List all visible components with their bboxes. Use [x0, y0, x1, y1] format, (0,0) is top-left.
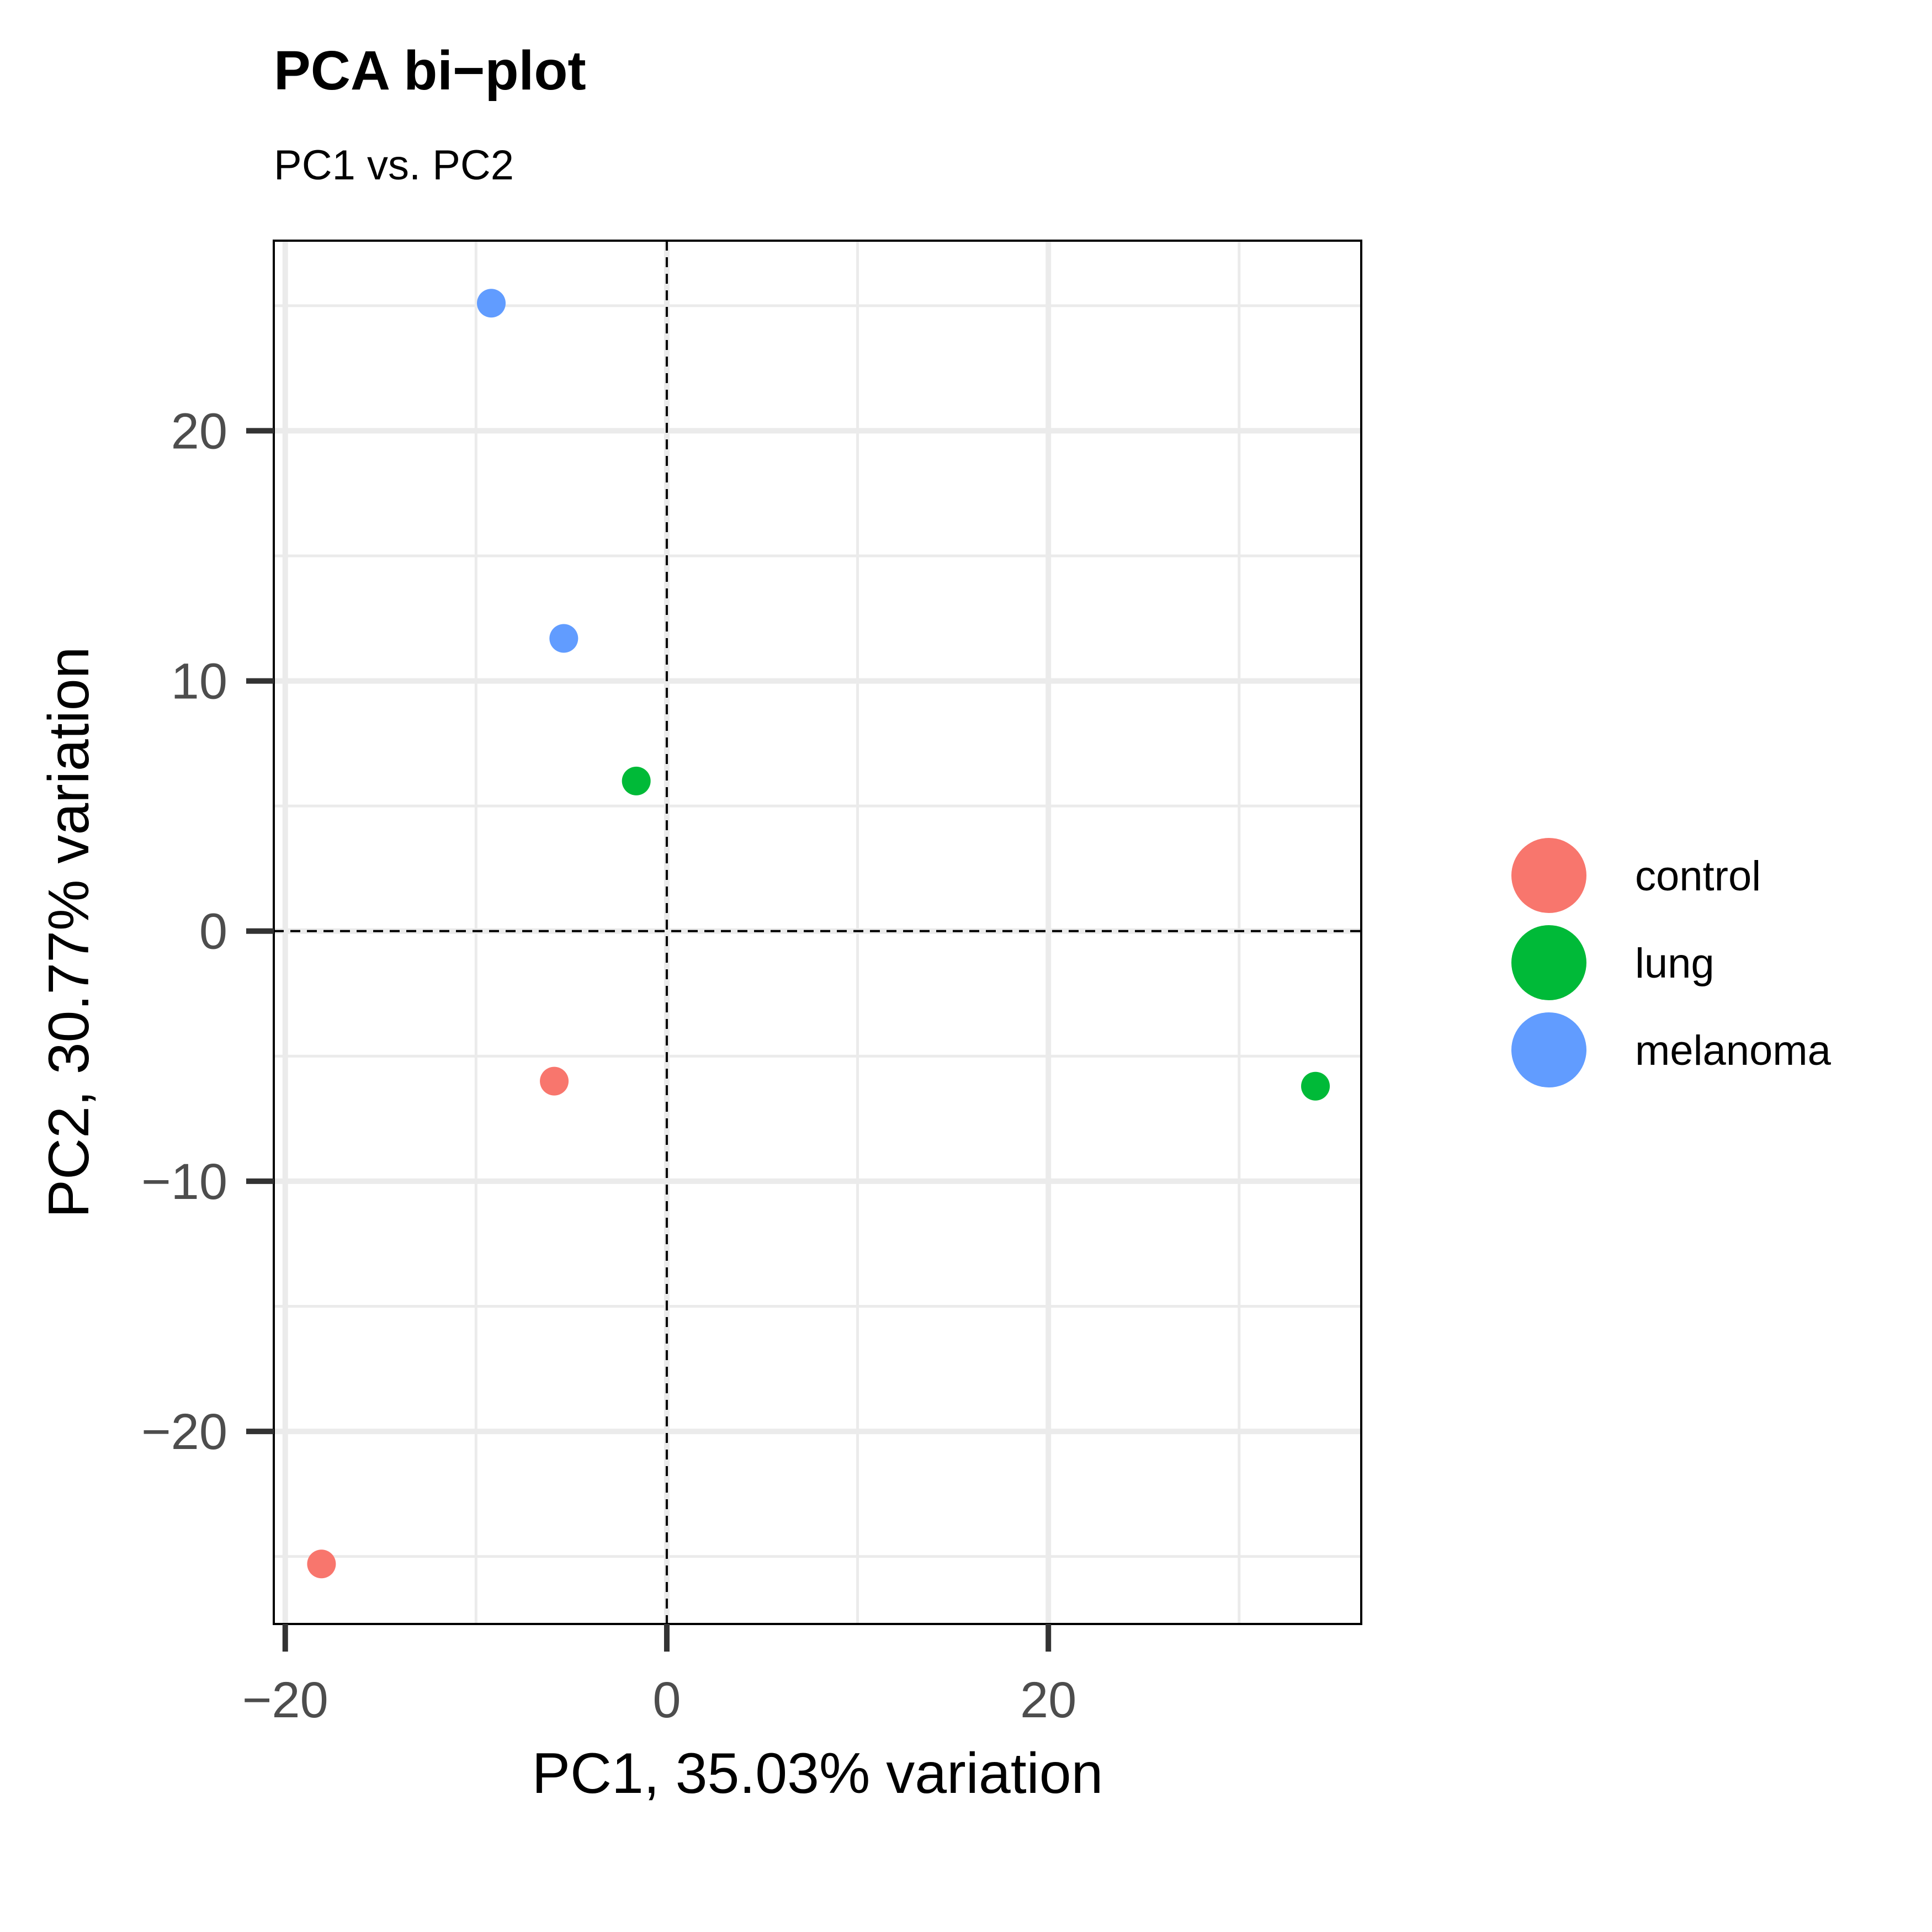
- data-points: [307, 289, 1330, 1579]
- point-lung: [1301, 1071, 1330, 1101]
- legend: control lung melanoma: [1511, 838, 1832, 1087]
- legend-key-melanoma: [1511, 1012, 1586, 1087]
- y-axis-tick-label: 10: [171, 654, 227, 710]
- axis-ticks: −20 0 20 −20 −10 0 10 20: [141, 403, 1076, 1728]
- legend-label-lung: lung: [1635, 940, 1715, 987]
- point-melanoma: [549, 624, 578, 653]
- y-axis-tick-label: −10: [141, 1154, 227, 1210]
- point-control: [307, 1549, 336, 1579]
- point-lung: [622, 766, 651, 795]
- legend-label-melanoma: melanoma: [1635, 1027, 1832, 1074]
- y-axis-title: PC2, 30.77% variation: [37, 647, 101, 1218]
- x-axis-tick-label: 0: [652, 1672, 681, 1728]
- point-melanoma: [477, 289, 506, 318]
- grid: [274, 241, 1361, 1624]
- legend-label-control: control: [1635, 853, 1761, 900]
- y-axis-tick-label: 20: [171, 403, 227, 459]
- chart-title: PCA bi−plot: [274, 40, 586, 102]
- point-control: [540, 1066, 569, 1096]
- x-axis-tick-label: −20: [242, 1672, 328, 1728]
- y-axis-tick-label: −20: [141, 1404, 227, 1460]
- legend-key-lung: [1511, 925, 1586, 1000]
- y-axis-tick-label: 0: [199, 904, 227, 960]
- x-axis-title: PC1, 35.03% variation: [532, 1742, 1103, 1806]
- legend-key-control: [1511, 838, 1586, 913]
- x-axis-tick-label: 20: [1020, 1672, 1076, 1728]
- chart-subtitle: PC1 vs. PC2: [274, 142, 514, 189]
